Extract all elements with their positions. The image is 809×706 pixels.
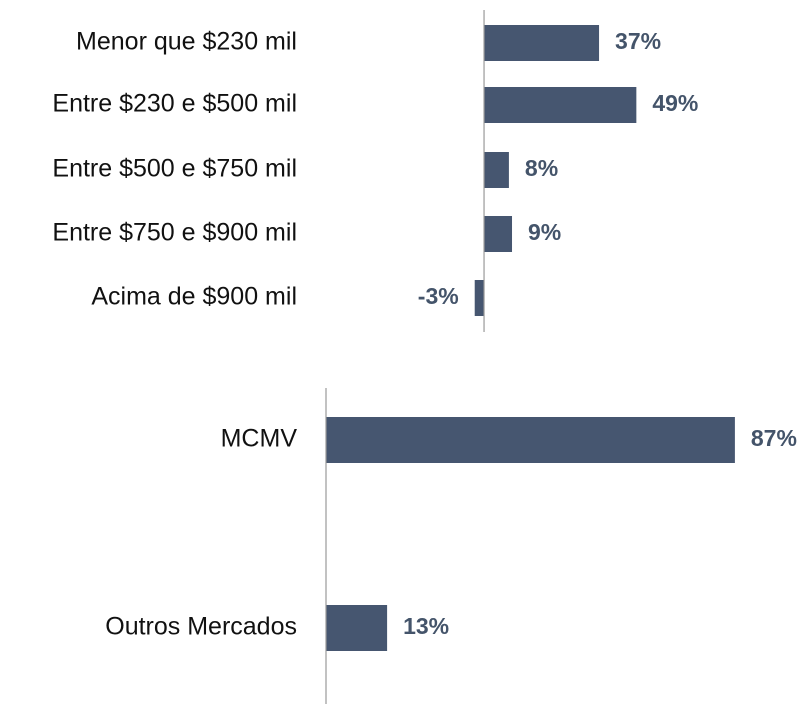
- bar: [484, 152, 509, 188]
- category-label: Entre $500 e $750 mil: [52, 155, 297, 183]
- bar: [326, 417, 735, 463]
- category-label: Acima de $900 mil: [91, 283, 297, 311]
- category-label: Outros Mercados: [105, 613, 297, 641]
- category-label: MCMV: [221, 425, 298, 453]
- value-label: 8%: [525, 155, 558, 181]
- category-label: Menor que $230 mil: [76, 28, 297, 56]
- category-label: Entre $230 e $500 mil: [52, 90, 297, 118]
- bar: [474, 280, 485, 316]
- bar: [326, 605, 388, 651]
- bar: [484, 25, 600, 61]
- value-label: 9%: [528, 219, 561, 245]
- category-label: Entre $750 e $900 mil: [52, 219, 297, 247]
- value-label: -3%: [418, 283, 459, 309]
- bar: [484, 216, 513, 252]
- bar: [484, 87, 637, 123]
- value-label: 13%: [403, 613, 449, 639]
- value-label: 37%: [615, 28, 661, 54]
- value-label: 49%: [652, 90, 698, 116]
- value-label: 87%: [751, 425, 797, 451]
